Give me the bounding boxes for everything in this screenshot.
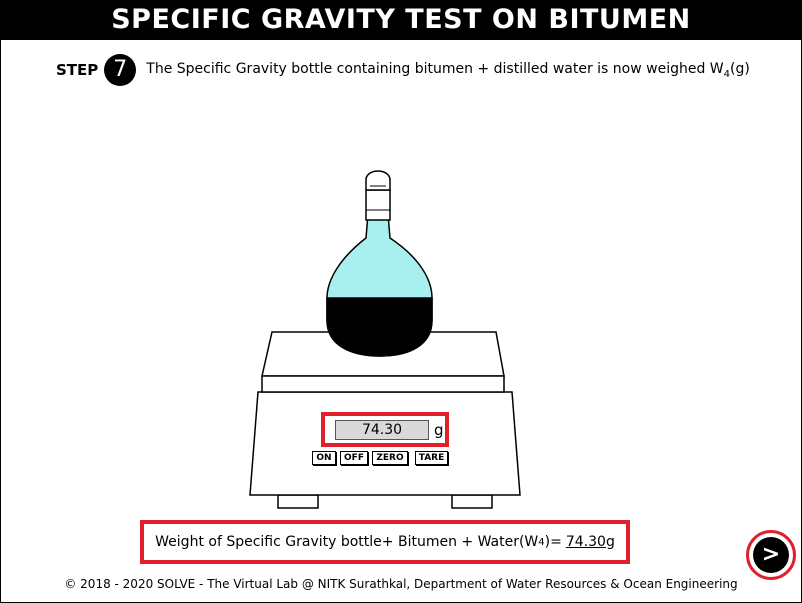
scale-display-highlight (321, 412, 449, 447)
page-title: SPECIFIC GRAVITY TEST ON BITUMEN (0, 0, 802, 40)
bitumen-layer (326, 297, 433, 357)
scale-pan-edge (261, 375, 505, 393)
scale-readout: 74.30 (335, 420, 429, 440)
specific-gravity-bottle (326, 170, 433, 357)
scale-zero-button[interactable]: ZERO (372, 451, 408, 465)
step-text: The Specific Gravity bottle containing b… (146, 60, 750, 80)
result-statement: Weight of Specific Gravity bottle+ Bitum… (140, 520, 630, 564)
result-value: 74.30 (565, 534, 606, 550)
step-label: STEP (56, 61, 99, 79)
bottle-neck (365, 189, 391, 221)
stopper (365, 170, 391, 191)
scale-tare-button[interactable]: TARE (415, 451, 448, 465)
footer-copyright: © 2018 - 2020 SOLVE - The Virtual Lab @ … (64, 577, 738, 591)
next-button[interactable]: > (746, 530, 796, 580)
scale-on-button[interactable]: ON (312, 451, 336, 465)
scale-foot-right (451, 494, 493, 509)
scale-off-button[interactable]: OFF (340, 451, 368, 465)
scale-unit: g (434, 421, 444, 439)
next-arrow-icon: > (753, 537, 789, 573)
scale-foot-left (277, 494, 319, 509)
step-instruction: STEP 7 The Specific Gravity bottle conta… (56, 54, 750, 86)
step-number-badge: 7 (104, 54, 137, 86)
